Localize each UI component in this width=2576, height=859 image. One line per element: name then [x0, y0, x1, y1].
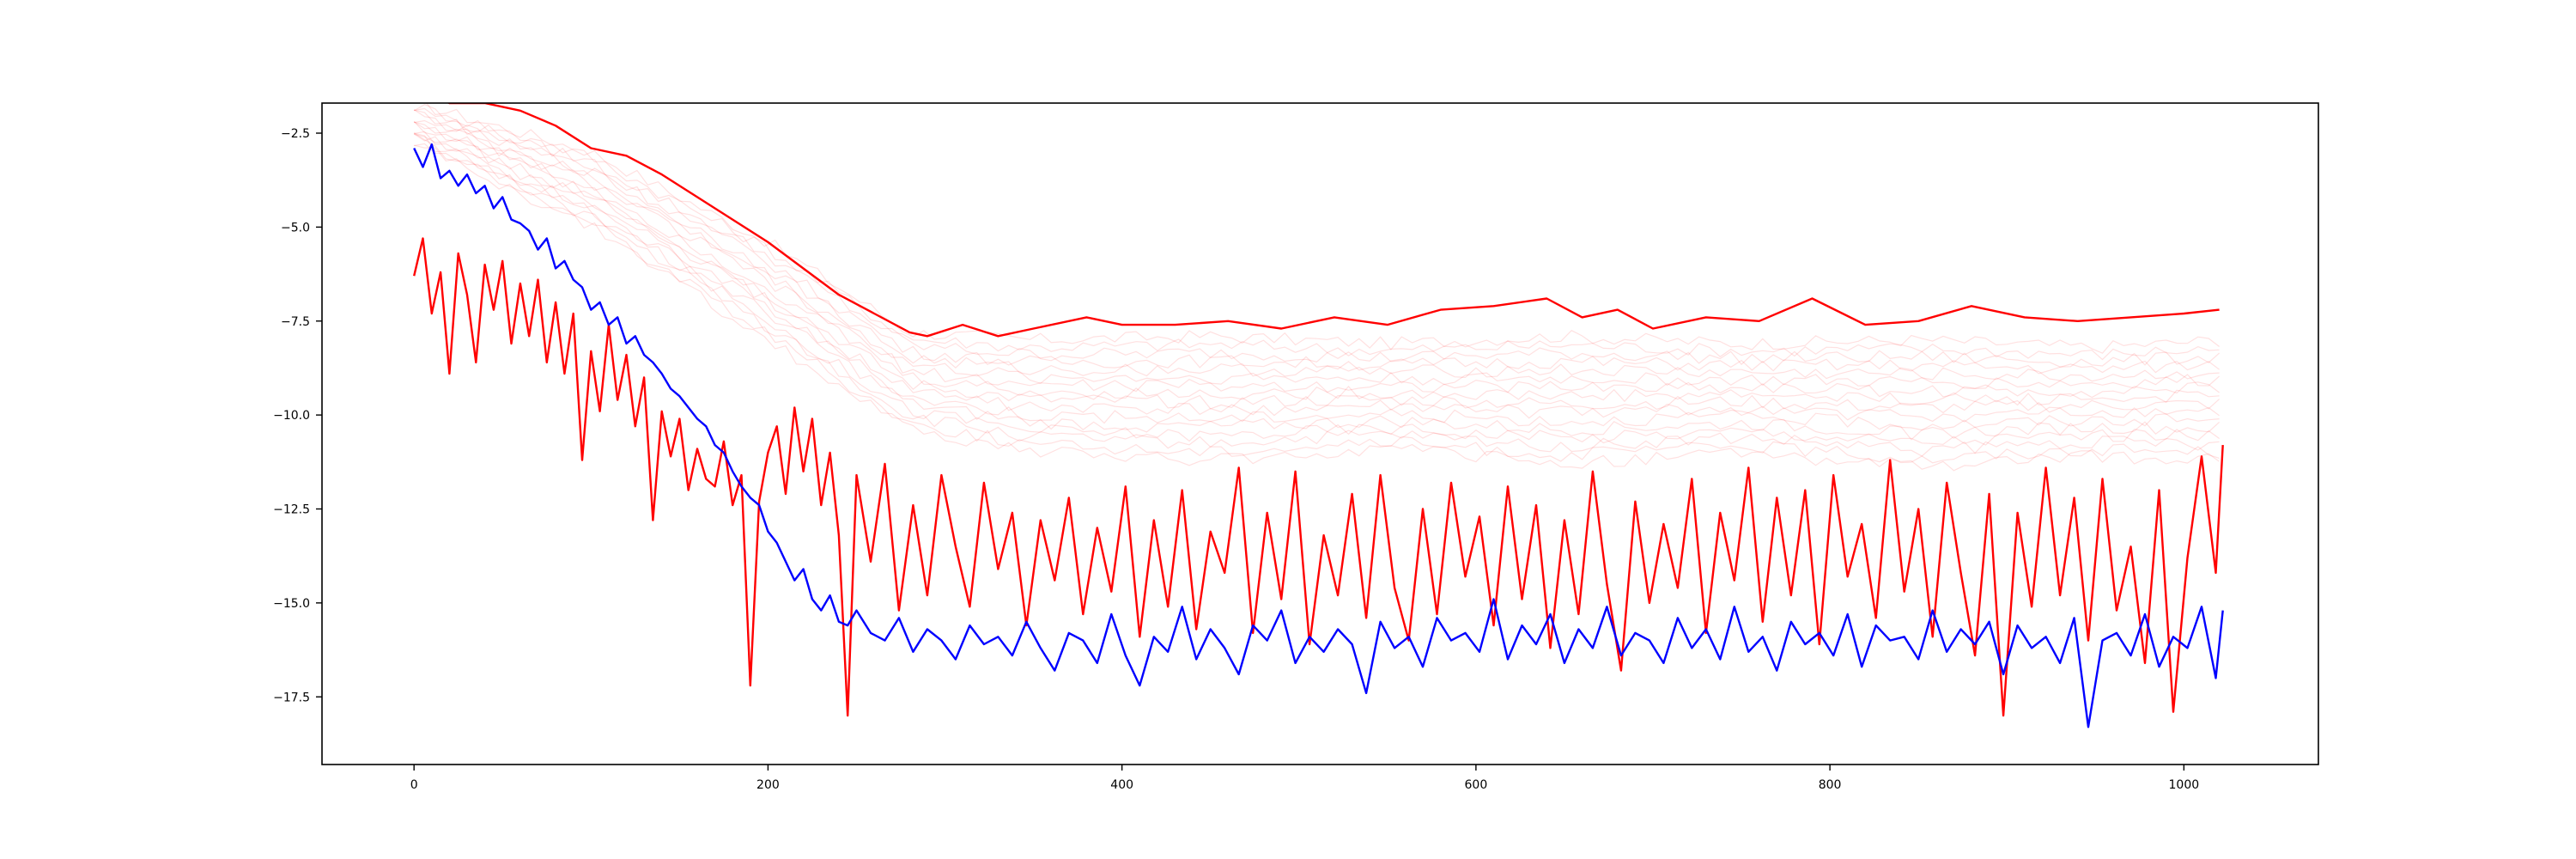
y-tick-label: −7.5	[281, 315, 310, 329]
faint-line	[414, 132, 2220, 446]
faint-lines-group	[413, 103, 2221, 472]
y-tick-label: −2.5	[281, 127, 310, 141]
faint-line	[413, 109, 2220, 382]
x-tick-label: 400	[1110, 778, 1133, 792]
x-tick-label: 600	[1465, 778, 1488, 792]
faint-line	[413, 132, 2220, 457]
series-line-blue	[413, 143, 2224, 728]
faint-line	[414, 107, 2220, 368]
series-group	[413, 103, 2224, 728]
faint-line	[414, 109, 2220, 375]
faint-line	[413, 121, 2220, 406]
faint-line	[414, 143, 2220, 464]
faint-line	[413, 120, 2221, 414]
y-tick-label: −12.5	[273, 503, 310, 517]
faint-line	[414, 119, 2221, 390]
y-axis: −2.5 −5.0 −7.5 −10.0 −12.5 −15.0 −17.5	[273, 127, 322, 704]
plot-area	[413, 103, 2224, 728]
faint-line	[426, 103, 2220, 354]
faint-line	[414, 133, 2220, 423]
x-tick-label: 200	[756, 778, 780, 792]
y-tick-label: −17.5	[273, 691, 310, 704]
x-axis: 0 200 400 600 800 1000	[410, 765, 2199, 792]
y-tick-label: −10.0	[273, 409, 310, 423]
x-tick-label: 800	[1819, 778, 1842, 792]
plot-frame	[321, 102, 2319, 765]
x-tick-label: 1000	[2169, 778, 2200, 792]
faint-line	[414, 131, 2221, 441]
y-tick-label: −15.0	[273, 597, 310, 611]
faint-line	[413, 133, 2220, 431]
series-line-noisy_red	[413, 237, 2224, 717]
faint-line	[413, 104, 2220, 361]
faint-line	[414, 144, 2220, 472]
faint-line	[414, 121, 2220, 399]
series-line-upper	[447, 103, 2220, 338]
y-tick-label: −5.0	[281, 221, 310, 235]
x-tick-label: 0	[410, 778, 418, 792]
